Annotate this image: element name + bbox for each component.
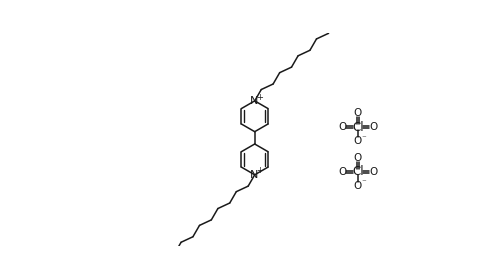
Text: O: O [354,136,362,146]
Text: +: + [256,92,263,102]
Text: +: + [256,166,263,176]
Text: O: O [354,181,362,191]
Text: O: O [369,122,378,132]
Text: O: O [338,122,346,132]
Text: O: O [369,167,378,177]
Text: Cl: Cl [352,121,364,134]
Text: O: O [354,108,362,118]
Text: O: O [338,167,346,177]
Text: ⁻: ⁻ [361,134,366,143]
Text: Cl: Cl [352,165,364,178]
Text: N: N [250,96,258,106]
Text: O: O [354,153,362,163]
Text: N: N [250,170,258,180]
Text: ⁻: ⁻ [361,179,366,188]
